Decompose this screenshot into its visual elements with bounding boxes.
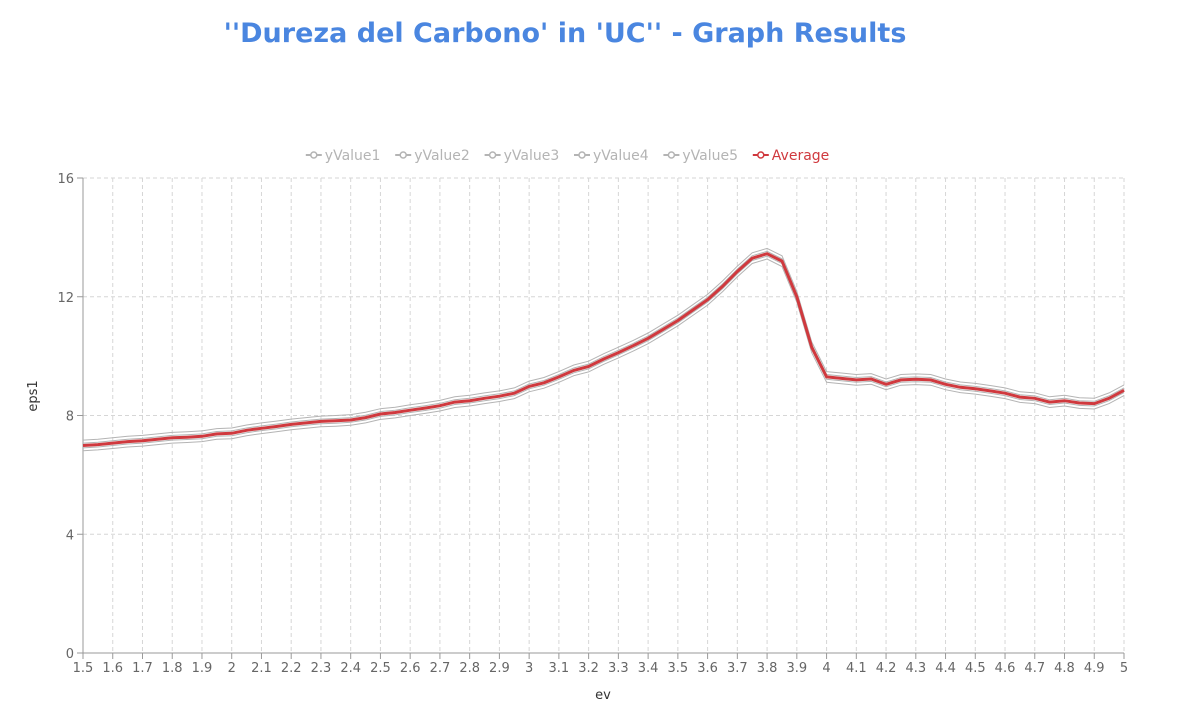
x-tick-label: 4 xyxy=(822,661,830,676)
series-line-average xyxy=(82,252,1125,447)
series-line-yValue4 xyxy=(82,255,1125,449)
x-tick-label: 4.6 xyxy=(995,661,1016,676)
x-tick-label: 2.6 xyxy=(400,661,421,676)
legend-item-yvalue4[interactable]: yValue4 xyxy=(574,148,649,164)
legend-marker-icon xyxy=(757,151,765,159)
legend-label: yValue1 xyxy=(325,148,381,164)
legend-item-yvalue1[interactable]: yValue1 xyxy=(305,148,381,164)
x-tick-label: 3.8 xyxy=(757,661,778,676)
x-tick-label: 3.5 xyxy=(668,661,689,676)
x-tick-label: 2.8 xyxy=(459,661,480,676)
x-tick-label: 1.7 xyxy=(132,661,153,676)
legend-marker-icon xyxy=(488,151,497,159)
x-tick-label: 2.7 xyxy=(430,661,451,676)
x-tick-label: 3 xyxy=(525,661,533,676)
legend-label: yValue2 xyxy=(414,148,470,164)
y-tick-label: 0 xyxy=(66,647,74,662)
y-tick-label: 4 xyxy=(66,528,74,543)
legend-item-yvalue3[interactable]: yValue3 xyxy=(484,148,560,164)
legend-label: yValue4 xyxy=(593,148,649,164)
x-tick-label: 2.9 xyxy=(489,661,510,676)
x-tick-label: 2.3 xyxy=(311,661,332,676)
legend-marker-icon xyxy=(578,151,586,159)
x-tick-label: 2.2 xyxy=(281,661,302,676)
x-tick-label: 4.5 xyxy=(965,661,986,676)
x-tick-label: 1.5 xyxy=(73,661,94,676)
x-tick-label: 3.1 xyxy=(549,661,570,676)
x-tick-label: 4.4 xyxy=(935,661,956,676)
y-tick-label: 12 xyxy=(57,291,74,306)
x-tick-label: 3.7 xyxy=(727,661,748,676)
legend-label: yValue3 xyxy=(504,148,560,164)
chart-series xyxy=(82,247,1125,452)
x-tick-label: 4.1 xyxy=(846,661,867,676)
series-line-yValue1 xyxy=(82,247,1125,441)
x-axis-label: ev xyxy=(595,688,611,703)
legend-marker-icon xyxy=(310,151,318,159)
y-axis-label: eps1 xyxy=(26,380,41,411)
x-tick-label: 4.2 xyxy=(876,661,897,676)
x-tick-label: 4.3 xyxy=(905,661,926,676)
x-tick-label: 3.9 xyxy=(786,661,807,676)
series-line-yValue5 xyxy=(82,258,1125,452)
y-tick-label: 8 xyxy=(66,410,74,425)
chart-legend[interactable]: yValue1 yValue2 yValue3 yValue4 yValue5 Avera… xyxy=(305,148,830,164)
legend-item-yvalue2[interactable]: yValue2 xyxy=(395,148,470,164)
x-ticks: 1.5 1.6 1.7 1.8 1.9 2 2.1 2.2 2.3 2.4 2.5 2.6 2.7 2.8… xyxy=(73,653,1128,676)
x-tick-label: 2.4 xyxy=(340,661,361,676)
x-tick-label: 1.9 xyxy=(192,661,213,676)
x-tick-label: 5 xyxy=(1120,661,1128,676)
x-tick-label: 2.1 xyxy=(251,661,272,676)
series-line-yValue2 xyxy=(82,250,1125,444)
legend-item-average[interactable]: Average xyxy=(752,148,830,164)
x-tick-label: 4.9 xyxy=(1084,661,1105,676)
page-title: ''Dureza del Carbono' in 'UC'' - Graph R… xyxy=(223,18,907,49)
x-tick-label: 3.4 xyxy=(638,661,659,676)
legend-marker-icon xyxy=(399,151,407,159)
y-ticks: 0 4 8 12 16 xyxy=(57,172,83,662)
legend-item-yvalue5[interactable]: yValue5 xyxy=(663,148,738,164)
x-tick-label: 4.8 xyxy=(1054,661,1075,676)
series-line-yValue3 xyxy=(82,253,1125,446)
legend-label: Average xyxy=(772,148,830,164)
x-tick-label: 3.6 xyxy=(697,661,718,676)
x-tick-label: 3.3 xyxy=(608,661,629,676)
y-tick-label: 16 xyxy=(57,172,74,187)
chart-grid xyxy=(83,177,1125,653)
x-tick-label: 2 xyxy=(228,661,236,676)
x-tick-label: 1.8 xyxy=(162,661,183,676)
x-tick-label: 4.7 xyxy=(1024,661,1045,676)
legend-label: yValue5 xyxy=(682,148,738,164)
x-tick-label: 3.2 xyxy=(578,661,599,676)
x-tick-label: 2.5 xyxy=(370,661,391,676)
legend-marker-icon xyxy=(667,151,676,159)
x-tick-label: 1.6 xyxy=(102,661,123,676)
